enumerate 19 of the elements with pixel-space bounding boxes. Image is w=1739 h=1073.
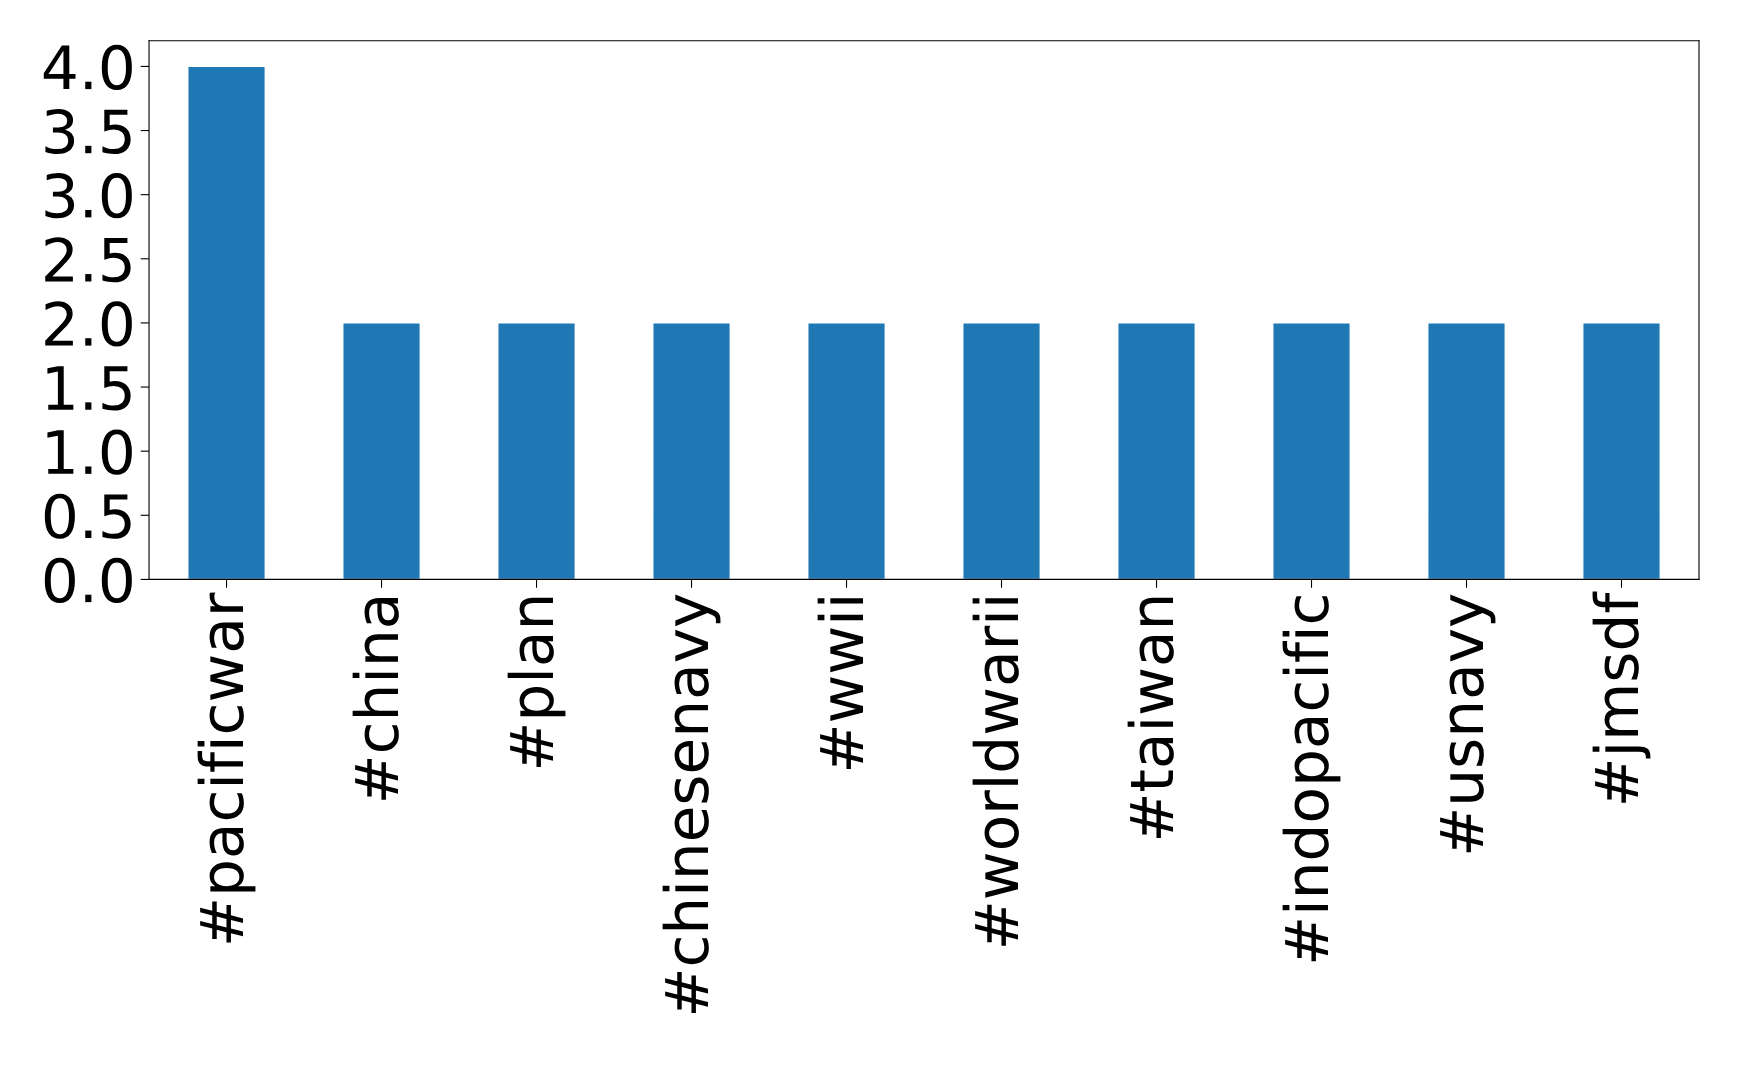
y-tick-label: 4.0 — [43, 44, 132, 90]
y-tick-label: 0.5 — [44, 493, 131, 539]
y-tick-label: 1.5 — [47, 366, 131, 411]
y-tick-label: 2.0 — [45, 301, 132, 347]
y-tick-label: 0.0 — [44, 557, 132, 603]
x-tick-label: #jmsdf — [1592, 591, 1651, 803]
x-tick-label: #indopacific — [1282, 596, 1341, 962]
x-tick-label: #plan — [507, 597, 566, 767]
x-tick-label: #worldwarii — [972, 598, 1019, 946]
x-tick-label: #wwii — [817, 598, 863, 769]
y-tick-label: 3.0 — [45, 173, 132, 219]
x-tick-label: #taiwan — [1127, 597, 1174, 838]
x-tick-label: #pacificwar — [197, 592, 256, 943]
y-tick-label: 2.5 — [45, 237, 131, 283]
y-tick-label: 1.0 — [47, 429, 132, 475]
x-tick-label: #china — [352, 598, 399, 800]
y-tick-label: 3.5 — [45, 108, 131, 155]
x-tick-label: #usnavy — [1440, 594, 1496, 853]
x-tick-label: #chinesenavy — [662, 594, 721, 1013]
